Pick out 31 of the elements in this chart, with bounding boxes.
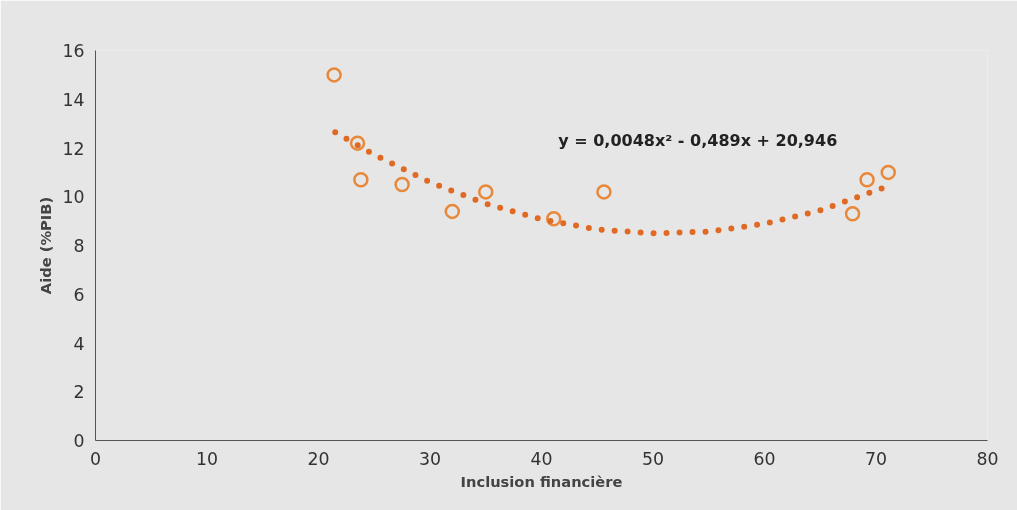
y-tick-label: 6 [73, 284, 85, 305]
x-tick-label: 10 [195, 448, 219, 469]
y-tick-label: 14 [62, 89, 85, 110]
y-tick-label: 8 [73, 236, 85, 256]
point [326, 67, 342, 83]
x-tick-label: 0 [89, 448, 102, 469]
x-tick-label: 70 [864, 448, 888, 469]
y-tick-label: 0 [73, 431, 85, 451]
x-tick-label: 30 [418, 448, 442, 469]
x-axis-title: Inclusion financière [460, 472, 623, 490]
point [394, 176, 410, 193]
annotation: y = 0,0048x² - 0,489x + 20,946 [558, 131, 838, 151]
y-tick-label: 2 [73, 382, 85, 403]
x-tick-label: 50 [641, 448, 665, 469]
y-tick-label: 16 [62, 41, 85, 61]
y-tick-label: 10 [62, 187, 85, 208]
point [353, 171, 369, 188]
point [859, 171, 875, 188]
point [596, 184, 612, 200]
point [478, 184, 494, 200]
point [880, 164, 897, 181]
x-tick-label: 60 [753, 448, 776, 469]
x-tick-label: 20 [307, 448, 330, 469]
x-tick-label: 40 [530, 448, 553, 469]
y-axis-title: Aide (%PIB) [37, 196, 55, 295]
point [444, 203, 461, 220]
y-tick-label: 12 [62, 138, 85, 159]
y-tick-label: 4 [73, 333, 85, 354]
x-tick-label: 80 [976, 448, 999, 469]
point [349, 135, 366, 151]
point [844, 206, 861, 222]
